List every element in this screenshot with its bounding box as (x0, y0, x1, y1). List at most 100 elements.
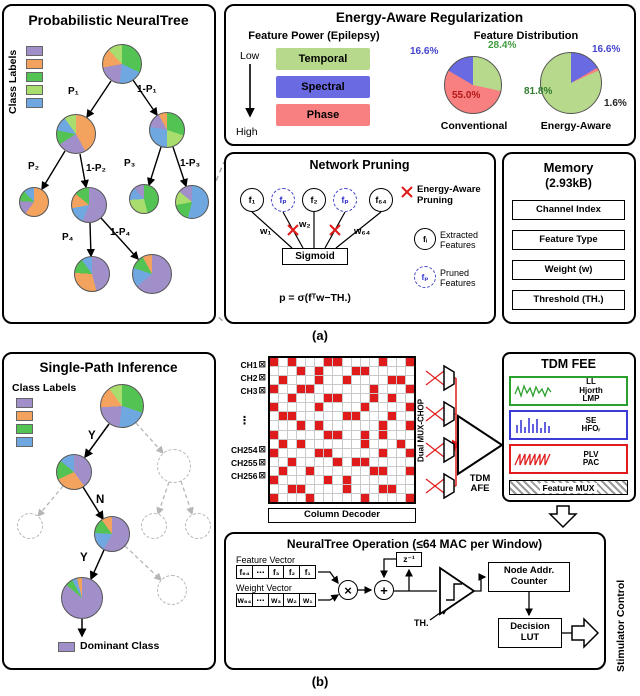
selected-electrode-cell (405, 403, 414, 412)
power-axis-arrow (245, 64, 255, 118)
matrix-cell (396, 367, 405, 376)
matrix-cell (369, 358, 378, 367)
selected-electrode-cell (378, 430, 387, 439)
matrix-cell (288, 466, 297, 475)
feature-text: PLV (583, 449, 599, 459)
feature-text: LMP (582, 394, 600, 404)
matrix-cell (297, 466, 306, 475)
pie-node (71, 187, 107, 223)
class-color-swatch (26, 85, 43, 95)
class-labels-legend (16, 398, 33, 447)
axis-low-label: Low (240, 50, 260, 62)
matrix-cell (333, 403, 342, 412)
selected-electrode-cell (369, 394, 378, 403)
channel-name: CH1 (240, 359, 258, 370)
matrix-cell (369, 367, 378, 376)
feature-box-spectral: SE HFOᵣ (509, 410, 628, 440)
matrix-cell (351, 358, 360, 367)
unvisited-node (17, 513, 43, 539)
selected-electrode-cell (279, 439, 288, 448)
selected-electrode-cell (333, 358, 342, 367)
channel-ellipsis: ⋮ (239, 414, 250, 427)
class-labels-legend (26, 46, 43, 108)
matrix-cell (306, 475, 315, 484)
matrix-cell (378, 439, 387, 448)
matrix-cell (297, 430, 306, 439)
matrix-cell (270, 367, 279, 376)
panel-title: NeuralTree Operation (≤64 MAC per Window… (286, 537, 543, 551)
tdm-afe-label: TDM AFE (452, 473, 508, 495)
matrix-cell (306, 430, 315, 439)
matrix-cell (396, 394, 405, 403)
matrix-cell (297, 394, 306, 403)
pruned-feature-symbol: fₚ (414, 266, 436, 288)
feature-node: f₁ (240, 188, 264, 212)
column-decoder: Column Decoder (268, 508, 416, 523)
matrix-cell (333, 421, 342, 430)
neuraltree-operation-panel: NeuralTree Operation (≤64 MAC per Window… (224, 532, 606, 670)
matrix-cell (369, 412, 378, 421)
conventional-pie-chart (444, 56, 502, 114)
sawtooth-icon (514, 453, 551, 465)
channel-label: CH1 ⊠ (240, 358, 266, 371)
feature-stream-arrow (548, 505, 578, 529)
selected-electrode-cell (405, 466, 414, 475)
matrix-cell (288, 493, 297, 502)
matrix-cell (306, 358, 315, 367)
class-labels-title: Class Labels (12, 382, 77, 394)
legend-text: Features (440, 240, 476, 250)
feature-node: f₆₄ (369, 188, 393, 212)
matrix-cell (306, 412, 315, 421)
edge-label: P₁ (68, 86, 79, 97)
selected-electrode-cell (342, 475, 351, 484)
selected-electrode-cell (270, 385, 279, 394)
selected-electrode-cell (315, 448, 324, 457)
matrix-cell (297, 358, 306, 367)
edge-label: P₄ (62, 232, 74, 243)
channel-name: CH2 (240, 372, 258, 383)
matrix-cell (369, 421, 378, 430)
block-label-line: Decision (510, 621, 550, 633)
matrix-cell (360, 475, 369, 484)
matrix-cell (405, 430, 414, 439)
pie-label-temporal: 81.8% (524, 86, 553, 97)
matrix-cell (270, 439, 279, 448)
extracted-feature-symbol: fᵢ (414, 228, 436, 250)
memory-panel: Memory (2.93kB) Channel Index Feature Ty… (502, 152, 636, 324)
matrix-cell (279, 448, 288, 457)
matrix-cell (369, 484, 378, 493)
feature-vector-register: f₆₄ ⋯ f₃ f₂ f₁ (236, 565, 317, 579)
matrix-cell (369, 439, 378, 448)
selected-electrode-cell (279, 376, 288, 385)
selected-electrode-cell (324, 394, 333, 403)
matrix-cell (342, 358, 351, 367)
band-phase: Phase (276, 104, 370, 126)
feature-mux-bar: Feature MUX (509, 480, 628, 495)
afe-label-line: TDM (469, 473, 491, 484)
selected-electrode-cell (306, 466, 315, 475)
selected-electrode-cell (387, 412, 396, 421)
matrix-cell (333, 376, 342, 385)
matrix-cell (351, 394, 360, 403)
pie-node (100, 384, 144, 428)
matrix-cell (279, 430, 288, 439)
selected-electrode-cell (333, 430, 342, 439)
matrix-cell (270, 394, 279, 403)
electrode-icon: ⊠ (258, 372, 266, 382)
unvisited-node (157, 575, 187, 605)
sigmoid-block: Sigmoid (282, 248, 348, 265)
stimulator-control-label: Stimulator Control (615, 579, 627, 673)
matrix-cell (288, 385, 297, 394)
selected-electrode-cell (288, 484, 297, 493)
band-spectral: Spectral (276, 76, 370, 98)
probability-equation: p = σ(fᵀw−TH.) (279, 292, 351, 304)
channel-name: CH255 (230, 457, 258, 468)
selected-electrode-cell (378, 466, 387, 475)
class-color-swatch (16, 398, 33, 408)
matrix-cell (297, 403, 306, 412)
matrix-cell (396, 430, 405, 439)
axis-high-label: High (236, 126, 258, 138)
matrix-cell (306, 367, 315, 376)
selected-electrode-cell (369, 385, 378, 394)
selected-electrode-cell (360, 403, 369, 412)
